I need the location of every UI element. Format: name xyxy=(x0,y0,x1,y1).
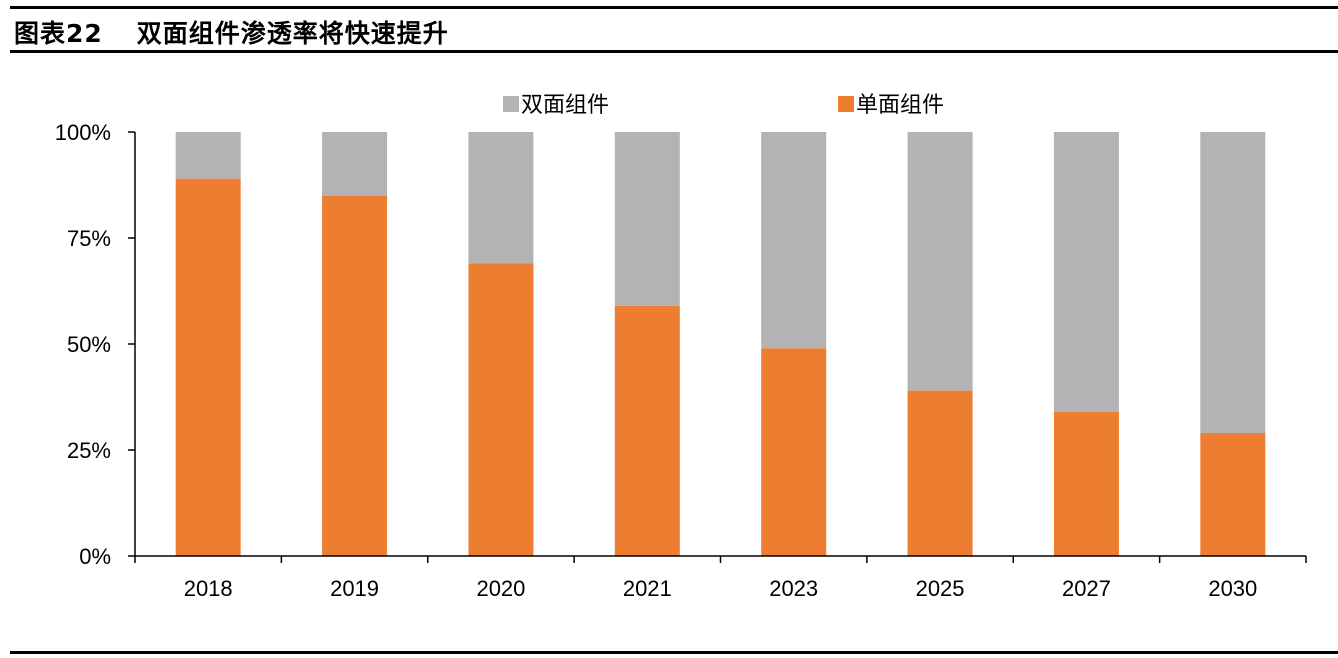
x-tick-label-2027: 2027 xyxy=(1062,576,1111,601)
legend-label-0: 双面组件 xyxy=(521,93,609,118)
bar-single-2019 xyxy=(322,195,388,556)
legend-label-1: 单面组件 xyxy=(856,93,944,118)
figure-header: 图表22 双面组件渗透率将快速提升 xyxy=(14,14,449,50)
x-tick-label-2018: 2018 xyxy=(184,576,233,601)
bar-single-2021 xyxy=(614,305,680,556)
figure-title: 双面组件渗透率将快速提升 xyxy=(136,19,449,48)
bar-bifacial-2023 xyxy=(761,132,827,349)
bar-single-2020 xyxy=(468,263,534,556)
x-tick-label-2025: 2025 xyxy=(916,576,965,601)
y-tick-label-75: 75% xyxy=(67,226,111,251)
bar-bifacial-2020 xyxy=(468,132,534,264)
bar-bifacial-2019 xyxy=(322,132,388,196)
x-tick-label-2021: 2021 xyxy=(623,576,672,601)
x-tick-label-2023: 2023 xyxy=(769,576,818,601)
y-tick-label-0: 0% xyxy=(79,544,111,569)
bar-bifacial-2025 xyxy=(907,132,973,391)
bar-bifacial-2027 xyxy=(1053,132,1119,412)
y-tick-label-25: 25% xyxy=(67,438,111,463)
legend-swatch-1 xyxy=(838,96,854,112)
bar-bifacial-2021 xyxy=(614,132,680,306)
header-rule xyxy=(10,50,1338,53)
bottom-rule xyxy=(10,651,1338,654)
x-tick-label-2019: 2019 xyxy=(330,576,379,601)
bar-bifacial-2030 xyxy=(1200,132,1266,434)
x-tick-label-2020: 2020 xyxy=(476,576,525,601)
bar-bifacial-2018 xyxy=(175,132,241,179)
top-rule xyxy=(10,6,1338,9)
y-tick-label-100: 100% xyxy=(55,120,111,145)
figure-label: 图表22 xyxy=(14,19,103,48)
legend-swatch-0 xyxy=(503,96,519,112)
bar-single-2027 xyxy=(1053,411,1119,556)
y-tick-label-50: 50% xyxy=(67,332,111,357)
x-tick-label-2030: 2030 xyxy=(1208,576,1257,601)
bar-single-2025 xyxy=(907,390,973,556)
bar-single-2023 xyxy=(761,348,827,556)
bar-single-2030 xyxy=(1200,433,1266,556)
bar-single-2018 xyxy=(175,178,241,556)
